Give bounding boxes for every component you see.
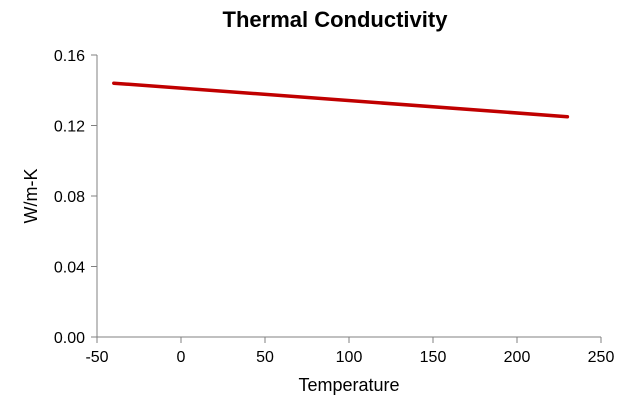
y-tick-label: 0.04	[54, 260, 85, 277]
series-group	[112, 81, 570, 119]
x-axis-ticks: -50 0 50 100 150 200 250	[85, 337, 614, 366]
x-tick-label: 200	[504, 349, 531, 366]
x-tick-label: 100	[336, 349, 363, 366]
y-tick-label: 0.12	[54, 119, 85, 136]
y-axis-label: W/m-K	[21, 169, 41, 224]
y-tick-label: 0.16	[54, 48, 85, 65]
x-tick-label: -50	[85, 349, 108, 366]
y-tick-label: 0.00	[54, 330, 85, 347]
x-tick-label: 50	[256, 349, 274, 366]
x-tick-label: 150	[420, 349, 447, 366]
y-tick-label: 0.08	[54, 189, 85, 206]
series-line	[112, 81, 570, 119]
x-tick-label: 250	[588, 349, 615, 366]
x-axis-label: Temperature	[298, 375, 399, 395]
y-axis-ticks: 0.00 0.04 0.08 0.12 0.16	[54, 48, 97, 347]
chart-title: Thermal Conductivity	[223, 7, 449, 32]
x-tick-label: 0	[177, 349, 186, 366]
